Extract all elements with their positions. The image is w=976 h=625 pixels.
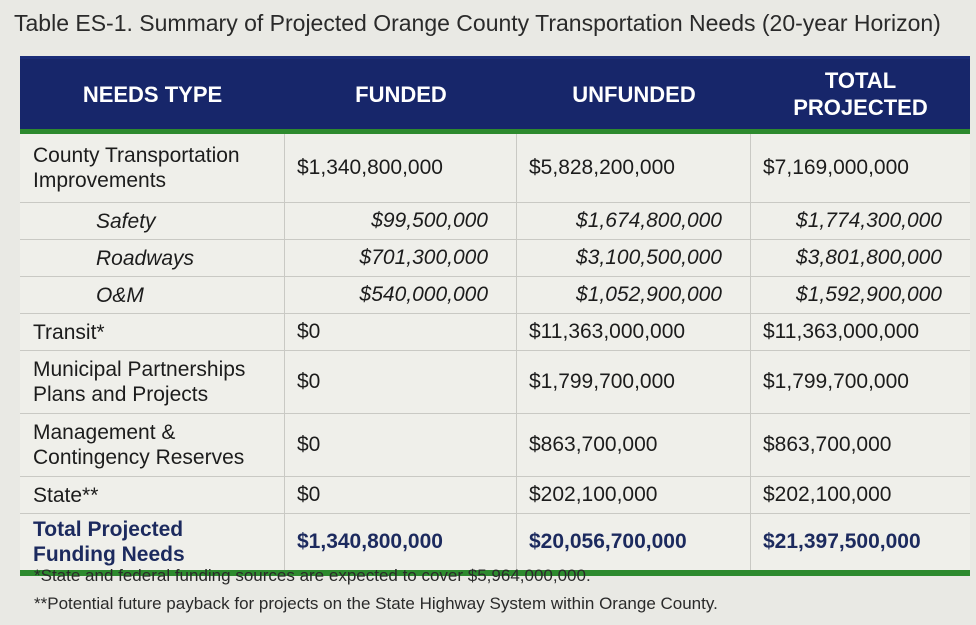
header-unfunded: UNFUNDED	[572, 81, 696, 107]
table-row: Safety $99,500,000 $1,674,800,000 $1,774…	[20, 203, 970, 240]
funded-cell: $0	[285, 477, 517, 513]
table-caption: Table ES-1. Summary of Projected Orange …	[14, 10, 941, 36]
table-row: State** $0 $202,100,000 $202,100,000	[20, 477, 970, 514]
header-total-line1: TOTAL	[824, 68, 897, 93]
total-cell: $1,592,900,000	[796, 283, 942, 306]
table-row: Management & Contingency Reserves $0 $863…	[20, 414, 970, 477]
row-name: State**	[20, 477, 285, 513]
funded-cell: $1,340,800,000	[285, 134, 517, 202]
unfunded-cell: $863,700,000	[517, 414, 751, 476]
table-row: Roadways $701,300,000 $3,100,500,000 $3,…	[20, 240, 970, 277]
header-total-projected: TOTAL PROJECTED	[751, 59, 970, 129]
footnote-state: **Potential future payback for projects …	[34, 594, 718, 613]
unfunded-cell: $20,056,700,000	[517, 514, 751, 570]
table-row: Municipal Partnerships Plans and Projects…	[20, 351, 970, 414]
table-row: County Transportation Improvements $1,340…	[20, 134, 970, 203]
funded-cell: $1,340,800,000	[285, 514, 517, 570]
unfunded-cell: $11,363,000,000	[517, 314, 751, 350]
funded-cell: $540,000,000	[285, 277, 517, 313]
table-row-total: Total Projected Funding Needs $1,340,800,…	[20, 514, 970, 576]
table-header: NEEDS TYPE FUNDED UNFUNDED TOTAL PROJECTE…	[20, 56, 970, 134]
row-name: Total Projected Funding Needs	[20, 514, 285, 570]
unfunded-cell: $202,100,000	[517, 477, 751, 513]
unfunded-cell: $1,052,900,000	[517, 277, 751, 313]
funded-cell: $0	[285, 351, 517, 413]
unfunded-cell: $1,799,700,000	[517, 351, 751, 413]
table-row: O&M $540,000,000 $1,052,900,000 $1,592,9…	[20, 277, 970, 314]
total-cell: $7,169,000,000	[763, 156, 909, 179]
total-cell: $11,363,000,000	[763, 320, 920, 343]
row-name: Management & Contingency Reserves	[20, 414, 285, 476]
total-cell: $21,397,500,000	[763, 530, 921, 553]
needs-table: NEEDS TYPE FUNDED UNFUNDED TOTAL PROJECTE…	[20, 56, 970, 576]
funded-cell: $701,300,000	[285, 240, 517, 276]
unfunded-cell: $3,100,500,000	[517, 240, 751, 276]
row-name: O&M	[20, 277, 285, 313]
row-name: Transit*	[20, 314, 285, 350]
total-cell: $1,799,700,000	[763, 370, 909, 393]
funded-cell: $99,500,000	[285, 203, 517, 239]
unfunded-cell: $5,828,200,000	[517, 134, 751, 202]
funded-cell: $0	[285, 414, 517, 476]
unfunded-cell: $1,674,800,000	[517, 203, 751, 239]
row-name: Safety	[20, 203, 285, 239]
row-name: Roadways	[20, 240, 285, 276]
table-row: Transit* $0 $11,363,000,000 $11,363,000,…	[20, 314, 970, 351]
header-funded: FUNDED	[355, 81, 447, 107]
header-total-line2: PROJECTED	[793, 95, 928, 120]
row-name: Municipal Partnerships Plans and Projects	[20, 351, 285, 413]
total-cell: $3,801,800,000	[796, 246, 942, 269]
funded-cell: $0	[285, 314, 517, 350]
header-needs-type: NEEDS TYPE	[82, 81, 223, 107]
total-cell: $202,100,000	[763, 483, 892, 506]
total-cell: $863,700,000	[763, 433, 892, 456]
footnote-transit: *State and federal funding sources are e…	[34, 566, 591, 585]
total-cell: $1,774,300,000	[796, 209, 942, 232]
row-name: County Transportation Improvements	[20, 134, 285, 202]
